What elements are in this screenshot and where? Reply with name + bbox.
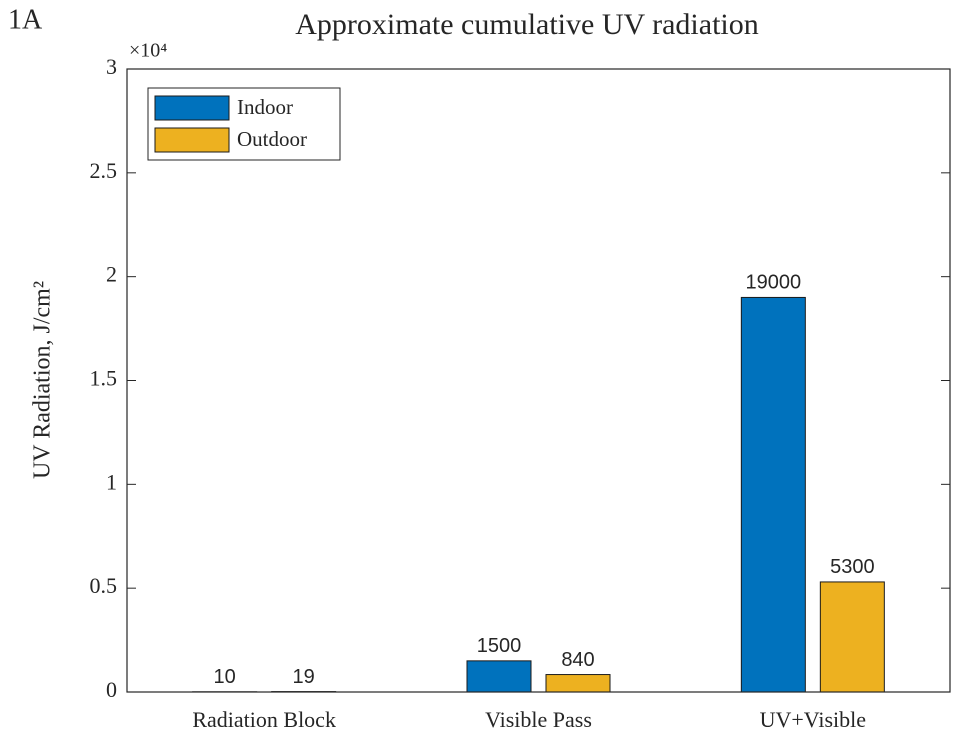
legend-label: Outdoor xyxy=(237,127,307,151)
legend-swatch xyxy=(154,95,230,121)
y-tick-label: 0 xyxy=(106,677,117,702)
data-label: 840 xyxy=(561,649,594,671)
y-tick-label: 2 xyxy=(106,262,117,287)
legend-swatch xyxy=(154,127,230,153)
legend-label: Indoor xyxy=(237,95,293,119)
x-tick-label: UV+Visible xyxy=(760,707,866,732)
bar xyxy=(466,660,532,693)
data-label: 19 xyxy=(293,666,315,688)
y-tick-label: 1.5 xyxy=(90,366,118,391)
bar xyxy=(545,674,611,693)
y-axis-label: UV Radiation, J/cm² xyxy=(30,281,56,479)
axes-box xyxy=(126,68,951,693)
x-tick-label: Radiation Block xyxy=(192,707,336,732)
data-label: 10 xyxy=(214,666,236,688)
data-label: 19000 xyxy=(746,272,802,294)
data-label: 1500 xyxy=(477,635,522,657)
y-tick-label: 2.5 xyxy=(90,158,118,183)
chart-title: Approximate cumulative UV radiation xyxy=(295,8,759,41)
legend: Indoor Outdoor xyxy=(147,87,341,161)
y-tick-label: 3 xyxy=(106,54,117,79)
y-multiplier: ×10⁴ xyxy=(129,40,167,62)
y-tick-label: 0.5 xyxy=(90,573,118,598)
panel-label: 1A xyxy=(8,4,43,35)
bar xyxy=(740,296,806,693)
bar xyxy=(819,581,885,693)
y-tick-label: 1 xyxy=(106,469,117,494)
x-tick-label: Visible Pass xyxy=(485,707,592,732)
data-label: 5300 xyxy=(830,556,875,578)
